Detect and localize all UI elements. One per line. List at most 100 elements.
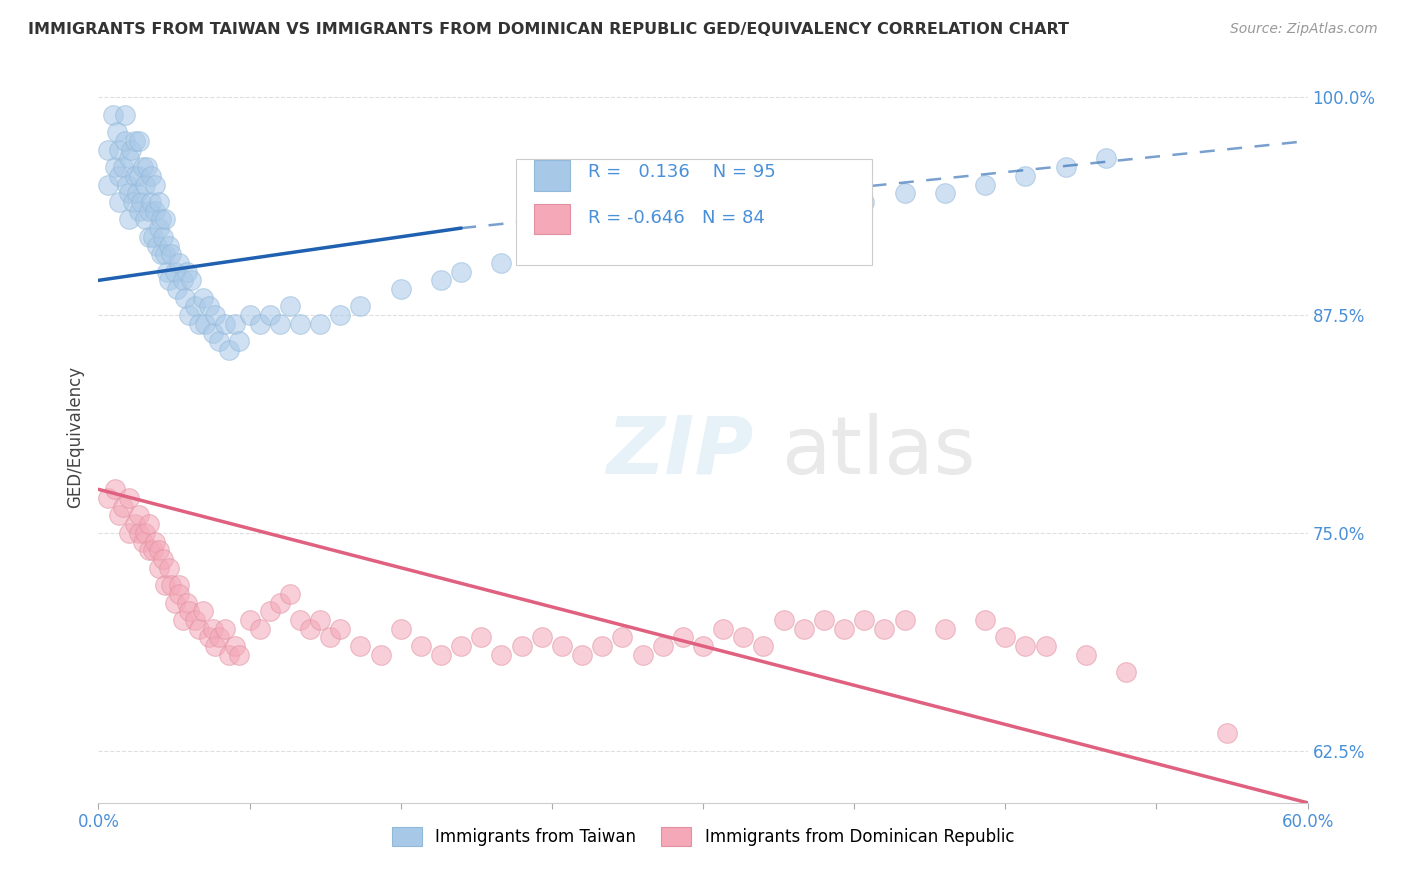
Point [166, 282, 188, 296]
Point [134, 178, 156, 192]
Point [733, 212, 755, 227]
Point [974, 178, 997, 192]
Point [176, 595, 198, 609]
FancyBboxPatch shape [516, 159, 872, 265]
Text: ZIP: ZIP [606, 413, 754, 491]
Point [853, 613, 876, 627]
Point [152, 229, 174, 244]
Point [107, 169, 129, 183]
Point [153, 212, 176, 227]
Point [752, 639, 775, 653]
Point [450, 265, 472, 279]
Point [491, 648, 513, 662]
Point [450, 639, 472, 653]
Point [198, 631, 221, 645]
Point [172, 613, 194, 627]
Point [107, 194, 129, 209]
Point [157, 273, 180, 287]
Point [228, 648, 250, 662]
Point [139, 194, 162, 209]
Point [772, 203, 794, 218]
Point [160, 247, 183, 261]
Point [139, 169, 162, 183]
Point [530, 247, 553, 261]
Point [172, 273, 194, 287]
Point [128, 134, 150, 148]
Point [184, 300, 207, 314]
Point [202, 622, 225, 636]
Point [893, 186, 915, 201]
Point [101, 108, 124, 122]
Point [198, 300, 221, 314]
Point [114, 108, 136, 122]
Point [218, 343, 240, 357]
Point [1035, 639, 1057, 653]
Point [118, 525, 141, 540]
Point [118, 186, 141, 201]
Point [711, 622, 734, 636]
Point [97, 178, 120, 192]
Point [409, 639, 432, 653]
Point [156, 265, 179, 279]
Point [132, 534, 155, 549]
Point [571, 238, 593, 252]
Point [1095, 152, 1118, 166]
Point [160, 578, 183, 592]
Point [193, 604, 215, 618]
Point [188, 317, 211, 331]
Point [132, 160, 155, 174]
Point [389, 282, 412, 296]
Point [148, 560, 170, 574]
Point [128, 169, 150, 183]
Point [118, 152, 141, 166]
Point [194, 317, 217, 331]
Point [129, 194, 152, 209]
Point [612, 229, 634, 244]
Point [1014, 169, 1036, 183]
Point [259, 604, 281, 618]
Point [994, 631, 1017, 645]
Point [1054, 160, 1077, 174]
Point [288, 613, 311, 627]
Point [124, 517, 146, 532]
Point [430, 273, 453, 287]
Text: R =   0.136    N = 95: R = 0.136 N = 95 [588, 162, 776, 180]
Point [259, 308, 281, 322]
Point [813, 194, 835, 209]
Point [591, 639, 613, 653]
Point [224, 639, 246, 653]
Point [138, 203, 160, 218]
Point [873, 622, 896, 636]
Point [124, 134, 146, 148]
Point [142, 229, 165, 244]
Point [470, 631, 492, 645]
Point [111, 160, 134, 174]
Point [430, 648, 453, 662]
Point [105, 125, 128, 139]
Point [107, 508, 129, 523]
Point [269, 317, 291, 331]
Point [208, 334, 231, 349]
Point [146, 238, 169, 252]
Point [134, 525, 156, 540]
Point [510, 639, 533, 653]
Point [551, 639, 574, 653]
Point [128, 508, 150, 523]
Point [733, 631, 755, 645]
Point [111, 500, 134, 514]
Point [893, 613, 915, 627]
Point [148, 543, 170, 558]
Point [1216, 726, 1239, 740]
Point [118, 491, 141, 505]
Bar [534, 160, 569, 191]
Point [167, 587, 190, 601]
Point [329, 308, 352, 322]
Point [934, 186, 956, 201]
Bar [534, 203, 569, 235]
Point [138, 229, 160, 244]
Point [124, 169, 146, 183]
Point [793, 622, 815, 636]
Point [269, 595, 291, 609]
Point [278, 587, 301, 601]
Point [370, 648, 392, 662]
